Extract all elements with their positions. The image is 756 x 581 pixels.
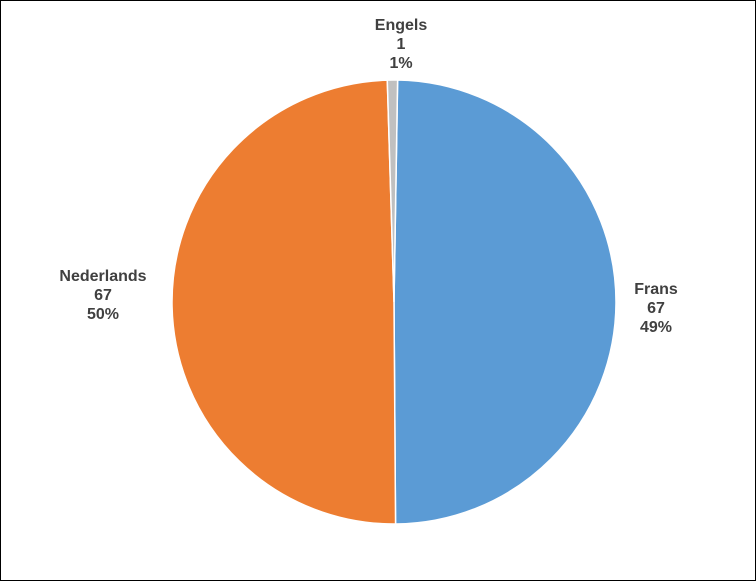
data-label-frans: Frans 67 49% <box>634 281 678 336</box>
pie-slice-engels <box>386 79 399 303</box>
pie-data-labels: Frans 67 49% Nederlands 67 50% Engels 1 1% <box>59 17 677 336</box>
pie-slices <box>171 79 617 525</box>
data-label-nederlands: Nederlands 67 50% <box>59 268 146 323</box>
data-label-engels: Engels 1 1% <box>375 17 428 72</box>
pie-slice-nederlands <box>171 79 397 525</box>
pie-slice-frans <box>393 79 617 525</box>
